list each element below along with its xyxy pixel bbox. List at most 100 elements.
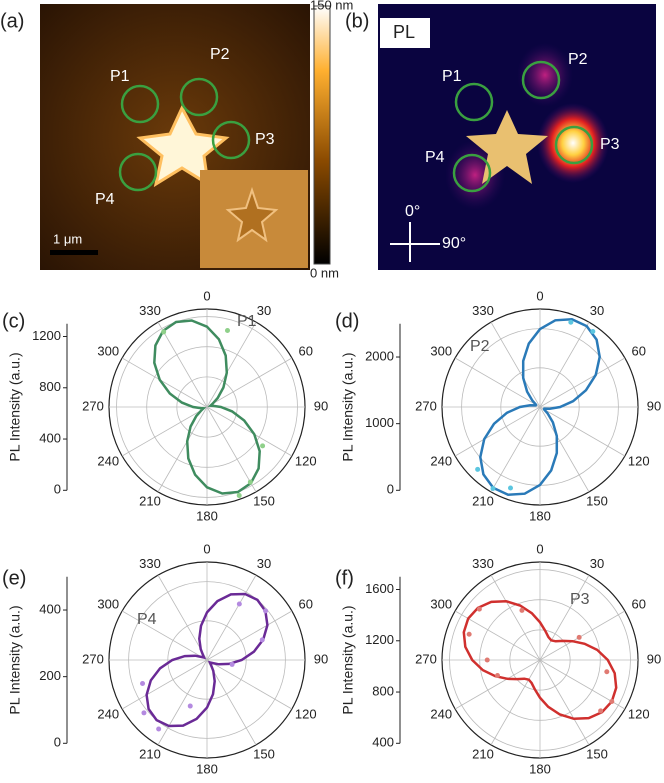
grid-spoke <box>206 406 293 457</box>
pl-spot <box>537 103 609 183</box>
marker-circle <box>452 153 492 193</box>
grid-spoke <box>206 321 257 408</box>
theta-tick-label: 210 <box>472 747 494 762</box>
theta-tick-label: 30 <box>257 556 271 571</box>
y-tick-label: 800 <box>39 379 61 394</box>
data-point <box>466 631 472 637</box>
y-tick-label: 0 <box>54 735 61 750</box>
point-label: P1 <box>110 68 130 85</box>
y-axis-label: PL Intensity (a.u.) <box>340 352 356 461</box>
theta-tick-label: 60 <box>298 343 312 358</box>
theta-tick-label: 60 <box>298 596 312 611</box>
grid-spoke <box>454 357 541 408</box>
data-point <box>490 485 496 491</box>
theta-tick-label: 30 <box>257 303 271 318</box>
panel-label: (a) <box>0 10 24 32</box>
data-point <box>568 319 574 325</box>
theta-tick-label: 210 <box>139 747 161 762</box>
data-point <box>259 637 265 643</box>
grid-spoke <box>206 610 293 661</box>
grid-spoke <box>157 321 208 408</box>
grid-spoke <box>539 574 590 661</box>
afm-panel: (a) P1 P2 P3 P4 1 μm 150 nm 0 nm <box>0 0 353 280</box>
data-point <box>236 601 242 607</box>
grid-spoke <box>157 659 208 746</box>
axis-right-label: 90° <box>442 235 466 252</box>
grid-spoke <box>157 574 208 661</box>
data-point <box>187 703 193 709</box>
y-tick-label: 1200 <box>365 632 394 647</box>
data-point <box>247 479 253 485</box>
theta-tick-label: 90 <box>314 398 328 413</box>
pl-spot <box>517 43 573 107</box>
theta-tick-label: 210 <box>139 494 161 509</box>
y-tick-label: 200 <box>39 668 61 683</box>
theta-tick-label: 240 <box>97 453 119 468</box>
annotation: P2 <box>470 338 490 355</box>
theta-tick-label: 180 <box>529 508 551 523</box>
point-label: P4 <box>95 191 115 208</box>
theta-tick-label: 210 <box>472 494 494 509</box>
theta-tick-label: 300 <box>430 343 452 358</box>
fit-curve <box>145 592 269 728</box>
theta-tick-label: 300 <box>430 596 452 611</box>
theta-tick-label: 270 <box>82 398 104 413</box>
theta-tick-label: 180 <box>196 761 218 776</box>
theta-tick-label: 270 <box>82 651 104 666</box>
marker-circle <box>120 84 160 124</box>
data-point <box>263 608 269 614</box>
theta-tick-label: 180 <box>196 508 218 523</box>
data-point <box>475 466 481 472</box>
grid-spoke <box>206 406 257 493</box>
theta-tick-label: 270 <box>415 651 437 666</box>
pl-panel: PL (b) P1 P2 P3 P4 0° 90° <box>345 4 656 270</box>
theta-tick-label: 150 <box>586 494 608 509</box>
grid-spoke <box>206 574 257 661</box>
theta-tick-label: 30 <box>590 303 604 318</box>
point-label: P4 <box>425 149 445 166</box>
theta-tick-label: 120 <box>628 453 650 468</box>
data-point <box>576 634 582 640</box>
fit-curve <box>479 318 601 496</box>
y-tick-label: 0 <box>387 482 394 497</box>
theta-tick-label: 0 <box>536 288 543 303</box>
data-point <box>260 443 266 449</box>
theta-tick-label: 240 <box>430 453 452 468</box>
marker-circle <box>554 125 594 165</box>
theta-tick-label: 300 <box>97 343 119 358</box>
panel-label: (e) <box>2 567 26 589</box>
grid-spoke <box>121 406 208 457</box>
point-label: P1 <box>442 68 462 85</box>
marker-circle <box>454 82 494 122</box>
theta-tick-label: 30 <box>590 556 604 571</box>
grid-spoke <box>157 406 208 493</box>
theta-tick-label: 330 <box>472 556 494 571</box>
grid-spoke <box>539 357 626 408</box>
grid-spoke <box>206 659 293 710</box>
theta-tick-label: 150 <box>253 494 275 509</box>
theta-tick-label: 90 <box>647 398 661 413</box>
theta-tick-label: 0 <box>536 541 543 556</box>
data-point <box>156 726 162 732</box>
grid-spoke <box>539 321 590 408</box>
data-point <box>494 672 500 678</box>
theta-tick-label: 60 <box>631 343 645 358</box>
data-point <box>229 661 235 667</box>
pl-title: PL <box>393 22 415 42</box>
data-point <box>476 606 482 612</box>
grid-spoke <box>454 406 541 457</box>
theta-tick-label: 240 <box>97 706 119 721</box>
grid-spoke <box>206 357 293 408</box>
grid-spoke <box>121 659 208 710</box>
y-tick-label: 400 <box>372 735 394 750</box>
data-point <box>609 698 615 704</box>
point-label: P2 <box>210 46 230 63</box>
theta-tick-label: 60 <box>631 596 645 611</box>
colorbar-min: 0 nm <box>310 265 339 280</box>
grid-spoke <box>490 406 541 493</box>
fit-curve <box>462 599 618 721</box>
y-tick-label: 0 <box>54 482 61 497</box>
theta-tick-label: 300 <box>97 596 119 611</box>
y-axis-label: PL Intensity (a.u.) <box>7 352 23 461</box>
